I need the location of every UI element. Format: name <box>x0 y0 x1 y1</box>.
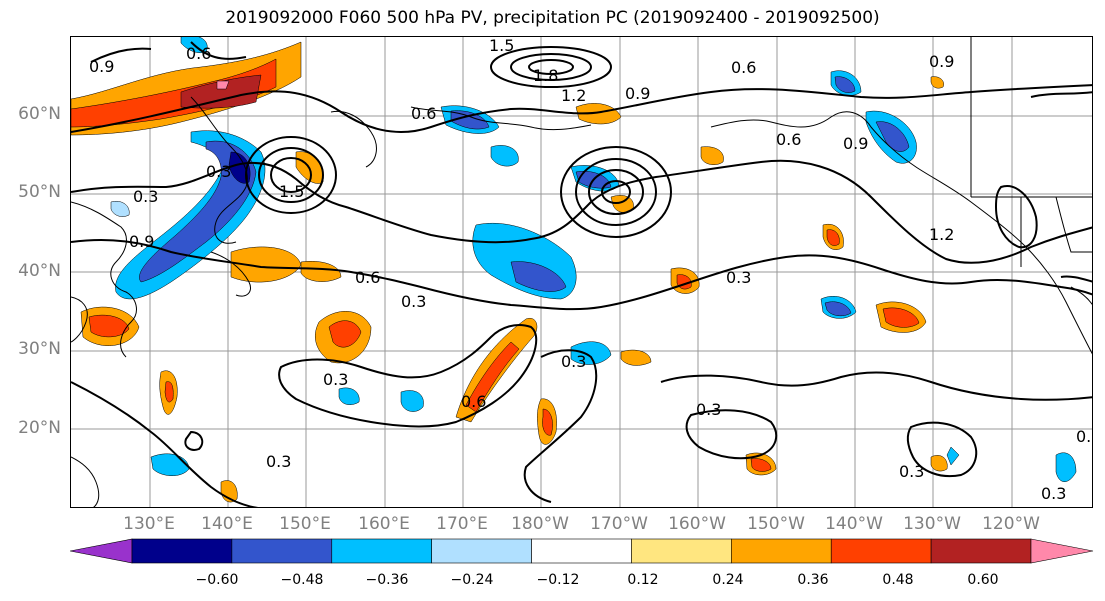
colorbar <box>70 538 1094 564</box>
colorbar-tick-label: 0.24 <box>712 572 744 588</box>
colorbar-tick-label: −0.36 <box>365 572 409 588</box>
colorbar-cell <box>431 538 532 564</box>
colorbar-cell <box>830 538 932 564</box>
lon-label: 140°E <box>201 514 253 534</box>
colorbar-cell <box>631 538 732 564</box>
contour-label: 0.6 <box>461 392 486 411</box>
contour-label: 1.5 <box>279 182 304 201</box>
contour-label: 0.3 <box>133 187 158 206</box>
contour-label: 0.3 <box>696 400 721 419</box>
lon-label: 160°E <box>358 514 410 534</box>
map-canvas: 0.9 0.6 1.5 1.8 1.2 0.9 0.6 0.6 0.9 0.9 … <box>71 37 1093 507</box>
lon-label: 170°W <box>590 514 648 534</box>
contour-label: 0.6 <box>355 268 380 287</box>
colorbar-cell <box>930 538 1032 564</box>
coastlines <box>71 37 1092 507</box>
colorbar-tick-label: 0.60 <box>967 572 999 588</box>
colorbar-cell <box>70 538 133 564</box>
contour-label: 0.6 <box>411 104 436 123</box>
contour-label: 0.3 <box>266 452 291 471</box>
contour-label: 0.6 <box>186 44 211 63</box>
lon-label: 170°E <box>436 514 488 534</box>
contour-label: 0.6 <box>731 58 756 77</box>
contour-label: 0.9 <box>625 84 650 103</box>
colorbar-cell <box>231 538 333 564</box>
contour-label: 0.9 <box>929 52 954 71</box>
contour-label: 0.9 <box>89 57 114 76</box>
map-title: 2019092000 F060 500 hPa PV, precipitatio… <box>225 8 880 28</box>
contour-label: 1.2 <box>561 86 586 105</box>
lon-label: 150°E <box>279 514 331 534</box>
lat-label: 60°N <box>18 104 61 124</box>
lat-label: 50°N <box>18 182 61 202</box>
contour-label: 0.3 <box>206 162 231 181</box>
colorbar-cell <box>531 538 632 564</box>
colorbar-tick-label: −0.12 <box>536 572 580 588</box>
contour-label: 0.3 <box>726 268 751 287</box>
contour-label: 0.6 <box>776 130 801 149</box>
lon-label: 130°E <box>123 514 175 534</box>
lat-label: 40°N <box>18 261 61 281</box>
contour-label: 0.3 <box>899 462 924 481</box>
colorbar-tick-label: −0.24 <box>450 572 494 588</box>
lon-label: 140°W <box>825 514 883 534</box>
colorbar-tick-label: 0.36 <box>797 572 829 588</box>
colorbar-cell <box>331 538 432 564</box>
contour-label: 1.8 <box>533 66 558 85</box>
contour-label: 0.3 <box>1041 484 1066 503</box>
contour-label: 1.2 <box>929 225 954 244</box>
pv-contours <box>71 41 1092 507</box>
lon-label: 160°W <box>668 514 726 534</box>
lon-label: 130°W <box>903 514 961 534</box>
contour-label: 0.3 <box>561 352 586 371</box>
precip-shading <box>71 37 1077 503</box>
colorbar-tick-label: −0.48 <box>280 572 324 588</box>
lat-label: 20°N <box>18 418 61 438</box>
contour-label: 1.5 <box>489 37 514 55</box>
lat-label: 30°N <box>18 339 61 359</box>
colorbar-cell <box>131 538 233 564</box>
contour-label: 0.3 <box>1076 427 1093 446</box>
colorbar-cell <box>731 538 832 564</box>
contour-label: 0.3 <box>401 292 426 311</box>
contour-label-group: 0.9 0.6 1.5 1.8 1.2 0.9 0.6 0.6 0.9 0.9 … <box>89 37 1093 503</box>
colorbar-tick-label: 0.12 <box>627 572 659 588</box>
lon-label: 180°W <box>511 514 569 534</box>
contour-label: 0.9 <box>129 232 154 251</box>
lon-label: 120°W <box>982 514 1040 534</box>
map-panel: 0.9 0.6 1.5 1.8 1.2 0.9 0.6 0.6 0.9 0.9 … <box>70 36 1093 508</box>
contour-label: 0.3 <box>323 370 348 389</box>
colorbar-cell <box>1030 538 1094 564</box>
lon-label: 150°W <box>747 514 805 534</box>
colorbar-tick-label: 0.48 <box>882 572 914 588</box>
colorbar-tick-label: −0.60 <box>195 572 239 588</box>
contour-label: 0.9 <box>843 134 868 153</box>
